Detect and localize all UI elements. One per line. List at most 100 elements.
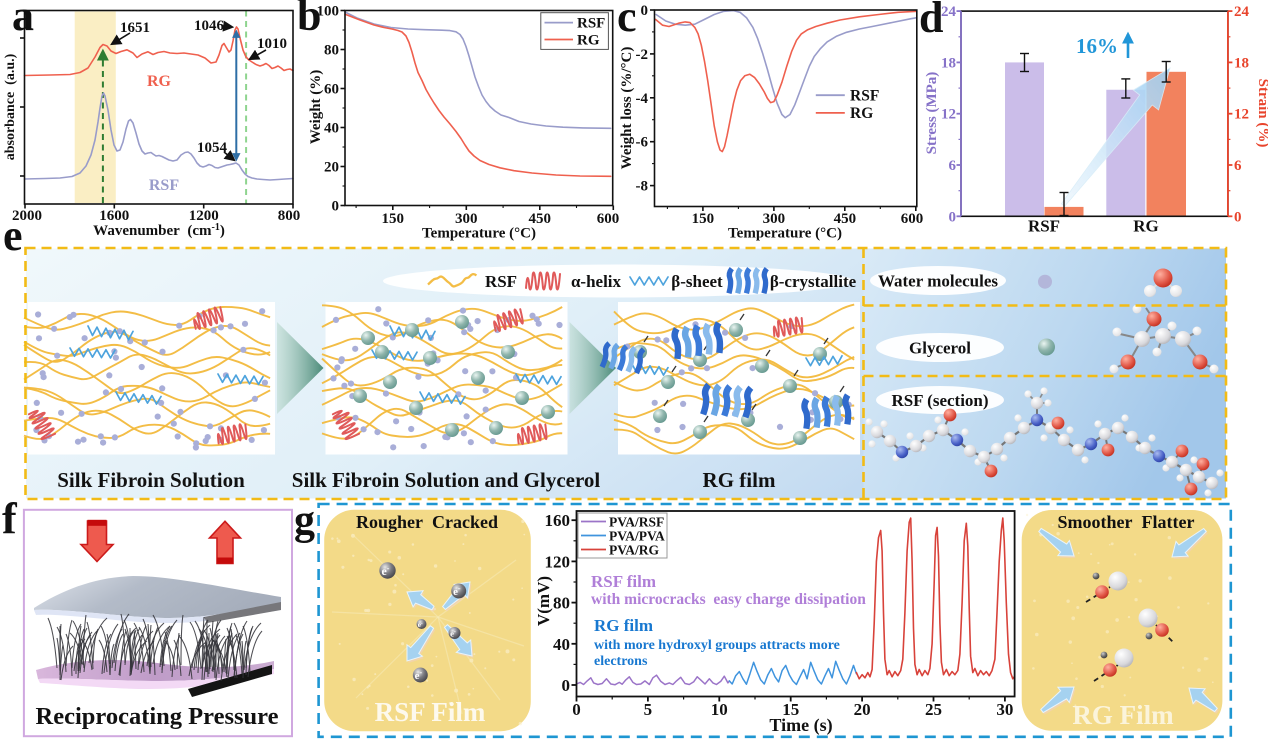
svg-text:60: 60 <box>324 82 339 98</box>
svg-text:absorbance (a.u.): absorbance (a.u.) <box>3 53 18 160</box>
svg-text:Stress (MPa): Stress (MPa) <box>924 72 940 155</box>
svg-text:PVA/PVA: PVA/PVA <box>609 529 665 544</box>
svg-text:a: a <box>12 0 34 40</box>
svg-text:e: e <box>3 211 23 260</box>
svg-text:g: g <box>294 498 315 544</box>
svg-text:20: 20 <box>854 700 871 719</box>
svg-text:600: 600 <box>597 211 620 227</box>
svg-text:RSF: RSF <box>577 16 605 32</box>
svg-text:Reciprocating Pressure: Reciprocating Pressure <box>36 703 279 730</box>
svg-text:Rougher Cracked: Rougher Cracked <box>356 512 498 532</box>
svg-text:160: 160 <box>545 511 571 530</box>
svg-text:16%: 16% <box>1076 34 1118 58</box>
svg-text:Smoother Flatter: Smoother Flatter <box>1058 512 1195 532</box>
svg-text:Silk Fibroin Solution: Silk Fibroin Solution <box>57 468 245 492</box>
svg-text:Weight (%): Weight (%) <box>308 70 324 145</box>
svg-text:2000: 2000 <box>12 208 42 224</box>
svg-text:100: 100 <box>317 4 340 20</box>
svg-text:Wavenumber (cm-1): Wavenumber (cm-1) <box>93 222 225 239</box>
svg-text:RSF: RSF <box>485 272 517 291</box>
svg-text:-4: -4 <box>636 91 649 107</box>
svg-text:PVA/RG: PVA/RG <box>609 543 660 558</box>
svg-text:6: 6 <box>949 158 957 174</box>
svg-text:RG: RG <box>577 33 600 49</box>
svg-text:40: 40 <box>553 635 570 654</box>
svg-text:12: 12 <box>941 107 956 123</box>
svg-text:Glycerol: Glycerol <box>909 339 971 358</box>
svg-text:Weight loss (%/°C): Weight loss (%/°C) <box>619 47 635 170</box>
svg-text:150: 150 <box>692 211 715 227</box>
svg-text:-2: -2 <box>636 47 649 63</box>
svg-text:30: 30 <box>996 700 1013 719</box>
svg-text:0: 0 <box>562 676 571 695</box>
svg-text:RG film: RG film <box>594 616 653 635</box>
svg-text:V(mV): V(mV) <box>534 576 553 626</box>
svg-text:-6: -6 <box>636 135 649 151</box>
svg-text:RSF: RSF <box>1028 217 1060 236</box>
svg-text:300: 300 <box>455 211 478 227</box>
svg-text:300: 300 <box>763 211 786 227</box>
svg-text:15: 15 <box>782 700 799 719</box>
svg-text:PVA/RSF: PVA/RSF <box>609 515 664 530</box>
svg-text:80: 80 <box>553 594 570 613</box>
svg-text:RSF: RSF <box>149 177 179 194</box>
svg-text:RSF Film: RSF Film <box>375 697 486 727</box>
svg-text:e-: e- <box>415 668 423 682</box>
svg-text:b: b <box>297 0 321 40</box>
svg-text:RSF film: RSF film <box>591 572 656 591</box>
svg-text:1054: 1054 <box>197 140 228 156</box>
svg-text:40: 40 <box>324 121 339 137</box>
svg-text:1046: 1046 <box>194 18 225 34</box>
svg-text:e-: e- <box>418 621 423 629</box>
svg-text:0: 0 <box>1234 209 1242 225</box>
svg-text:d: d <box>919 0 943 42</box>
svg-text:e-: e- <box>453 584 461 598</box>
svg-text:1600: 1600 <box>99 208 129 224</box>
svg-text:1651: 1651 <box>120 20 150 36</box>
svg-text:Strain (%): Strain (%) <box>1255 79 1268 148</box>
svg-text:Water molecules: Water molecules <box>878 272 998 291</box>
svg-text:80: 80 <box>324 43 339 59</box>
svg-text:RG film: RG film <box>703 468 776 492</box>
svg-text:RG: RG <box>147 73 172 90</box>
svg-text:800: 800 <box>278 208 301 224</box>
svg-text:Temperature (°C): Temperature (°C) <box>728 226 842 242</box>
svg-text:450: 450 <box>529 211 552 227</box>
svg-text:24: 24 <box>941 4 957 20</box>
svg-text:Temperature (°C): Temperature (°C) <box>422 226 536 242</box>
svg-text:RSF (section): RSF (section) <box>891 391 988 410</box>
svg-text:Silk Fibroin Solution and Glyc: Silk Fibroin Solution and Glycerol <box>292 468 601 492</box>
svg-text:18: 18 <box>1234 55 1249 71</box>
svg-text:c: c <box>617 0 637 41</box>
svg-text:18: 18 <box>941 55 956 71</box>
svg-text:450: 450 <box>834 211 857 227</box>
svg-text:25: 25 <box>925 700 942 719</box>
svg-text:Time (s): Time (s) <box>769 715 832 736</box>
svg-text:RG: RG <box>850 105 873 122</box>
svg-text:e-: e- <box>381 564 389 578</box>
svg-text:10: 10 <box>711 700 728 719</box>
svg-text:5: 5 <box>644 700 653 719</box>
svg-text:with more hydroxyl groups attr: with more hydroxyl groups attracts more <box>594 638 840 653</box>
svg-text:12: 12 <box>1234 107 1249 123</box>
svg-text:e-: e- <box>450 628 456 638</box>
svg-text:electrons: electrons <box>594 654 648 669</box>
svg-text:120: 120 <box>545 552 571 571</box>
svg-text:with microcracks easy charge: with microcracks easy charge dissipation <box>591 591 866 608</box>
svg-text:1010: 1010 <box>257 36 287 52</box>
svg-text:24: 24 <box>1234 4 1250 20</box>
svg-text:β-crystallite: β-crystallite <box>770 272 857 291</box>
svg-text:f: f <box>2 494 18 543</box>
svg-text:0: 0 <box>572 700 581 719</box>
svg-text:β-sheet: β-sheet <box>671 272 723 291</box>
svg-text:RSF: RSF <box>850 88 879 105</box>
svg-text:6: 6 <box>1234 158 1242 174</box>
svg-text:150: 150 <box>382 211 405 227</box>
svg-text:-8: -8 <box>636 179 649 195</box>
svg-text:0: 0 <box>332 199 340 215</box>
svg-text:0: 0 <box>641 3 649 19</box>
svg-text:600: 600 <box>901 211 924 227</box>
svg-text:0: 0 <box>949 209 957 225</box>
svg-text:1200: 1200 <box>189 208 219 224</box>
svg-text:RG: RG <box>1133 217 1159 236</box>
